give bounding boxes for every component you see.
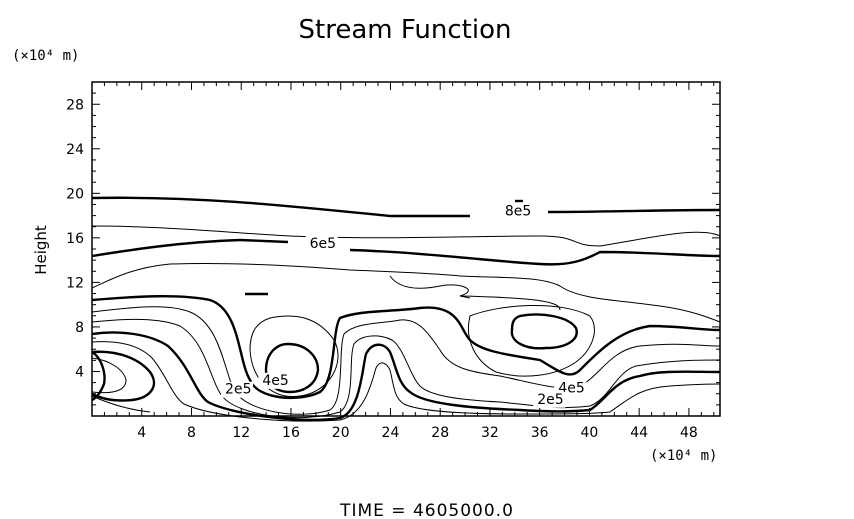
- contour-left-lobe-thin: [91, 357, 127, 394]
- y-tick-label: 8: [75, 320, 84, 336]
- contour-wave-thin-a: [91, 306, 721, 415]
- contour-thin-1: [91, 225, 721, 247]
- contour-label-bg: [221, 381, 254, 398]
- contour-cell-16-inner: [264, 342, 320, 394]
- y-tick-label: 16: [66, 231, 84, 247]
- y-tick-label: 24: [66, 142, 84, 158]
- contour-label: 2e5: [225, 382, 251, 398]
- contour-wave-thin-e: [91, 395, 600, 417]
- x-tick-label: 24: [382, 425, 400, 441]
- y-tick-label: 28: [66, 97, 84, 113]
- contour-left-lobe-thick: [91, 350, 156, 402]
- contour-label: 4e5: [262, 373, 288, 389]
- y-tick-label: 12: [66, 275, 84, 291]
- contour-label-bg: [305, 235, 338, 252]
- y-axis-unit: (×10⁴ m): [12, 48, 79, 64]
- x-tick-label: 32: [481, 425, 499, 441]
- x-tick-label: 28: [431, 425, 449, 441]
- x-tick-label: 16: [282, 425, 300, 441]
- x-tick-label: 4: [137, 425, 146, 441]
- contour-cell-36-outer: [468, 305, 595, 377]
- contour-thin-2: [91, 262, 721, 323]
- x-tick-label: 48: [680, 425, 698, 441]
- contour-8e5-thick: [91, 196, 721, 218]
- x-tick-label: 8: [187, 425, 196, 441]
- x-axis: 4 8 12 16 20 24 28 32 36 40 44 48: [103, 82, 715, 441]
- y-axis-label: Height: [32, 225, 50, 275]
- contour-label: 8e5: [505, 204, 531, 220]
- contour-6e5-thick: [91, 238, 721, 266]
- x-tick-label: 20: [332, 425, 350, 441]
- contour-wave-thin-b: [91, 318, 721, 419]
- contour-wave-thin-d: [91, 341, 721, 422]
- y-axis: 4 8 12 16 20 24 28: [66, 92, 720, 406]
- contour-label: 6e5: [310, 236, 336, 252]
- contour-label-bg: [258, 372, 291, 389]
- contour-left-core: [91, 350, 106, 402]
- contour-wave-thick-c: [91, 331, 721, 421]
- plot-frame: [91, 81, 721, 417]
- chart-title: Stream Function: [299, 15, 512, 45]
- contour-label-bg: [533, 391, 566, 408]
- x-tick-label: 40: [581, 425, 599, 441]
- contour-cell-36-inner: [510, 313, 578, 350]
- x-tick-label: 36: [531, 425, 549, 441]
- time-label: TIME = 4605000.0: [339, 501, 514, 519]
- contour-lines: [91, 196, 721, 422]
- y-tick-label: 20: [66, 186, 84, 202]
- x-axis-unit: (×10⁴ m): [650, 448, 717, 464]
- contour-label-bg: [500, 203, 533, 220]
- contour-cell-16-outer: [249, 315, 339, 397]
- x-tick-label: 44: [630, 425, 648, 441]
- y-tick-label: 4: [75, 364, 84, 380]
- contour-label: 2e5: [537, 392, 563, 408]
- x-tick-label: 12: [232, 425, 250, 441]
- contour-wave-upper: [91, 295, 721, 400]
